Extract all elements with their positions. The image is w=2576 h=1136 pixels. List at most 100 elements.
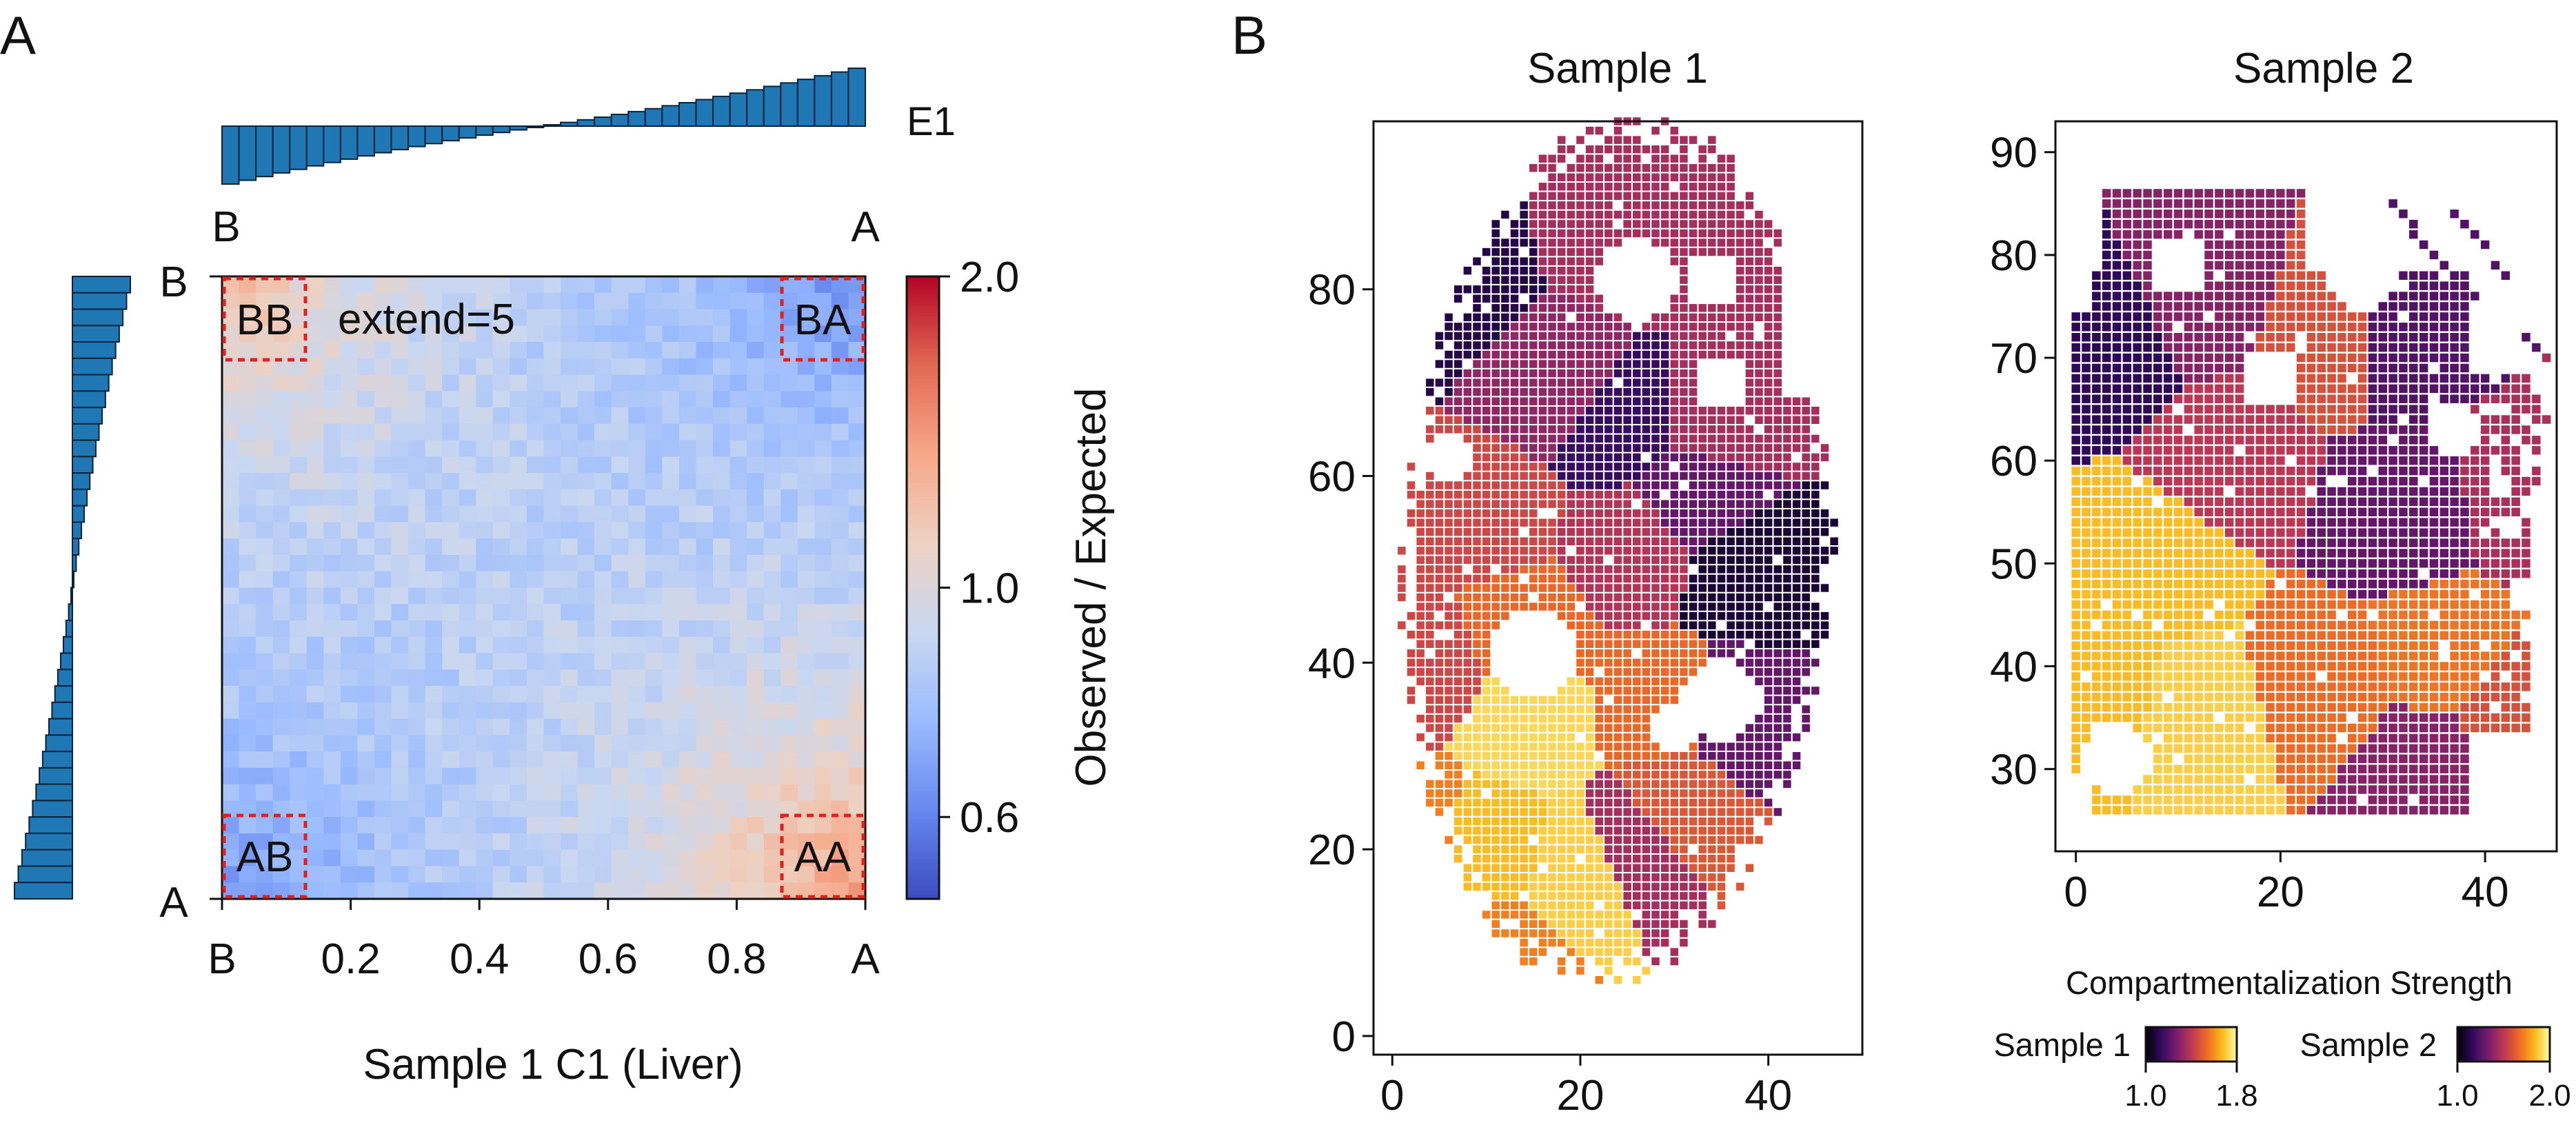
spot: [2143, 682, 2152, 691]
spot: [1529, 313, 1538, 322]
spot: [1783, 649, 1791, 658]
spot: [1538, 463, 1547, 471]
spot: [1783, 677, 1791, 686]
heatmap-cell: [577, 325, 595, 343]
spot: [1595, 845, 1603, 853]
spot: [1510, 332, 1519, 341]
heatmap-cell: [306, 473, 324, 490]
spot: [1501, 789, 1509, 798]
heatmap-cell: [391, 866, 409, 883]
spot: [1642, 808, 1651, 816]
spot: [2276, 775, 2285, 784]
spot: [1435, 751, 1444, 760]
spot: [1773, 565, 1782, 574]
spot: [1473, 761, 1481, 769]
spot: [1698, 817, 1707, 826]
spot: [1501, 444, 1509, 452]
spot: [1473, 565, 1481, 574]
spot: [1604, 929, 1613, 937]
spot: [1670, 649, 1679, 658]
heatmap-cell: [492, 325, 510, 343]
spot: [1660, 929, 1669, 937]
spot: [1435, 537, 1444, 546]
heatmap-cell: [678, 505, 697, 523]
spot: [1548, 556, 1556, 565]
heatmap-cell: [459, 718, 476, 736]
spot: [1773, 742, 1782, 751]
spot: [1482, 687, 1491, 695]
spot: [1567, 192, 1576, 201]
spot: [1491, 323, 1500, 331]
spot: [1623, 892, 1631, 900]
spot: [2082, 713, 2091, 722]
spot: [1567, 854, 1576, 863]
spot: [1764, 771, 1773, 779]
heatmap-cell: [323, 735, 341, 752]
spot: [1698, 826, 1707, 835]
heatmap-cell: [357, 604, 375, 621]
spot: [1585, 901, 1594, 910]
spot: [2112, 682, 2122, 691]
heatmap-cell: [747, 669, 765, 687]
spot: [1745, 835, 1754, 844]
spot: [2163, 785, 2173, 794]
spot: [2327, 672, 2336, 681]
spot: [1773, 687, 1782, 695]
heatmap-cell: [290, 554, 308, 572]
heatmap-cell: [831, 391, 849, 408]
spot: [1529, 387, 1538, 396]
spot: [1773, 397, 1782, 405]
spot: [2133, 641, 2142, 650]
heatmap-cell: [594, 505, 612, 523]
spot: [1745, 658, 1754, 667]
heatmap-cell: [662, 866, 680, 883]
spot: [1642, 584, 1651, 592]
heatmap-cell: [594, 735, 612, 752]
spot: [1727, 761, 1735, 769]
spot: [1567, 490, 1576, 499]
heatmap-cell: [747, 276, 765, 294]
spot: [2173, 713, 2183, 722]
spot: [2460, 806, 2469, 815]
spot: [1613, 826, 1622, 835]
heatmap-cell: [696, 751, 714, 769]
spot: [1501, 397, 1509, 405]
spot: [1538, 537, 1547, 546]
heatmap-cell: [222, 587, 240, 605]
spot: [2327, 651, 2336, 660]
spot: [2306, 764, 2316, 773]
spot: [1680, 537, 1688, 546]
spot: [2501, 651, 2510, 660]
spot: [1445, 397, 1453, 405]
spot: [1538, 154, 1547, 163]
heatmap-cell: [425, 751, 443, 769]
spot: [2409, 672, 2418, 681]
heatmap-cell: [425, 505, 443, 523]
heatmap-cell: [442, 587, 460, 605]
spot: [1491, 229, 1500, 238]
heatmap-cell: [492, 866, 510, 883]
spot: [2163, 713, 2173, 722]
spot: [1802, 640, 1810, 648]
heatmap-cell: [476, 866, 494, 883]
heatmap-cell: [781, 505, 798, 523]
spot: [1727, 518, 1735, 527]
heatmap-cell: [425, 325, 443, 343]
heatmap-cell: [391, 587, 409, 605]
heatmap-cell: [306, 669, 324, 687]
spot: [1595, 920, 1603, 929]
spot: [1745, 397, 1754, 405]
spot: [1595, 835, 1603, 844]
spot: [1651, 463, 1660, 471]
spot: [1567, 901, 1576, 910]
spot: [1501, 687, 1509, 695]
heatmap-cell: [611, 620, 629, 638]
heatmap-cell: [476, 817, 494, 834]
spot: [1660, 882, 1669, 891]
spot: [1689, 658, 1698, 667]
saddle-x-tick-label: 0.2: [321, 935, 380, 983]
spot: [2399, 723, 2408, 733]
spot: [1727, 210, 1735, 219]
heatmap-cell: [713, 686, 731, 703]
spot: [2368, 672, 2377, 681]
